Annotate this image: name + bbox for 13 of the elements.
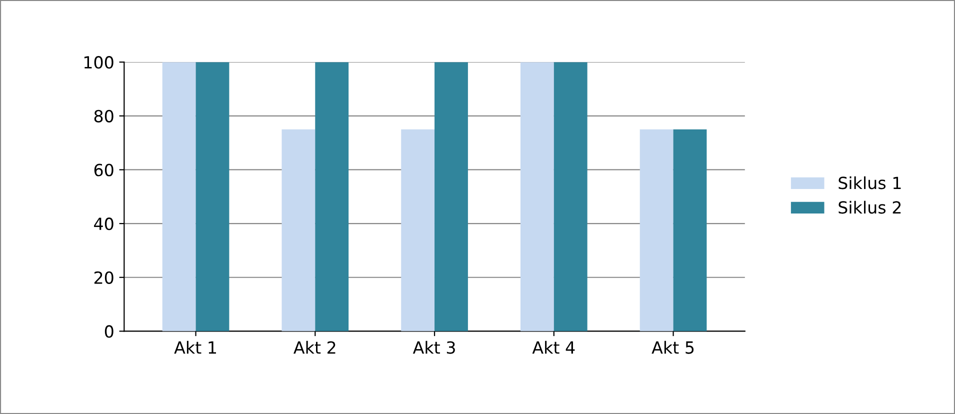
y-tick-label: 0	[104, 325, 114, 338]
x-tick-label: Akt 2	[294, 340, 336, 354]
y-tick-label: 100	[84, 56, 114, 69]
y-tick-label: 40	[94, 218, 114, 230]
x-tick-label: Akt 3	[412, 340, 455, 354]
y-tick-label: 20	[94, 271, 114, 284]
x-tick-label: Akt 1	[174, 340, 216, 354]
y-tick-label: 80	[94, 110, 114, 122]
y-tick-label: 60	[94, 164, 114, 176]
legend-label: Siklus 2	[838, 200, 901, 214]
x-tick-label: Akt 5	[652, 340, 694, 354]
x-tick-label: Akt 4	[532, 340, 575, 354]
legend-label: Siklus 1	[838, 176, 901, 190]
